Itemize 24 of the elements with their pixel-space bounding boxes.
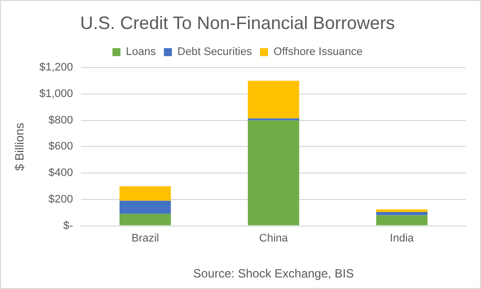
legend-label: Offshore Issuance (273, 46, 363, 58)
x-tick-label: India (390, 232, 415, 244)
y-tick-label: $1,200 (39, 62, 74, 74)
x-tick-label: China (259, 232, 289, 244)
x-tick-label: Brazil (131, 232, 159, 244)
source-note: Source: Shock Exchange, BIS (193, 266, 354, 280)
chart-title: U.S. Credit To Non-Financial Borrowers (80, 12, 395, 33)
bar (120, 200, 171, 214)
bar (376, 209, 428, 212)
bar (120, 186, 171, 201)
legend-label: Debt Securities (177, 46, 252, 58)
bar (248, 80, 300, 118)
bar (120, 214, 171, 226)
y-tick-label: $600 (48, 140, 74, 153)
y-tick-label: $200 (48, 193, 74, 206)
bar (376, 215, 428, 226)
legend-label: Loans (126, 46, 156, 58)
y-tick-label: $1,000 (39, 88, 74, 100)
y-axis-title: $ Billions (12, 122, 27, 171)
y-tick-label: $- (63, 220, 74, 232)
bar (376, 212, 428, 216)
bar (248, 120, 300, 226)
y-tick-label: $400 (48, 167, 74, 180)
y-tick-label: $800 (48, 114, 74, 126)
